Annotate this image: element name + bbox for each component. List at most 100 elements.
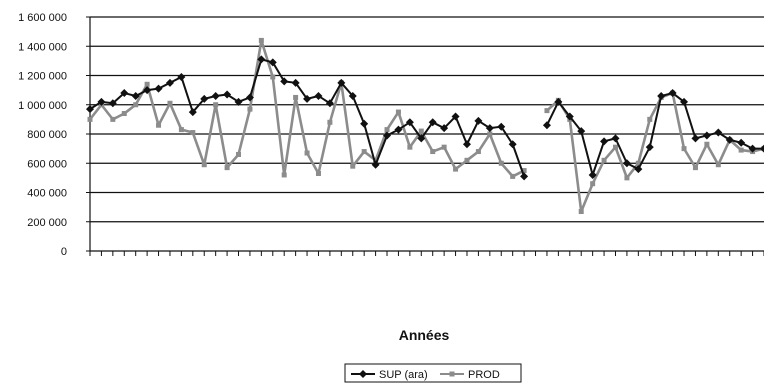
data-point	[430, 149, 436, 155]
data-point	[395, 109, 401, 115]
data-point	[223, 90, 232, 99]
data-point	[441, 144, 447, 150]
data-point	[645, 143, 654, 152]
data-point	[314, 91, 323, 100]
data-point	[245, 93, 254, 102]
data-point	[167, 100, 173, 106]
legend-marker	[449, 371, 455, 377]
data-point	[474, 116, 483, 125]
series-sup-ara	[86, 55, 764, 181]
data-point	[487, 131, 493, 137]
data-point	[234, 97, 243, 106]
data-point	[542, 121, 551, 130]
data-point	[281, 172, 287, 178]
data-point	[725, 135, 734, 144]
series-lines	[86, 37, 764, 215]
data-point	[350, 163, 356, 169]
data-point	[624, 175, 630, 181]
data-point	[268, 58, 277, 67]
data-point	[417, 134, 426, 143]
data-point	[680, 97, 689, 106]
axes	[89, 17, 764, 256]
data-point	[325, 99, 334, 108]
data-point	[360, 119, 369, 128]
data-point	[611, 134, 620, 143]
data-point	[590, 181, 596, 187]
data-point	[760, 144, 764, 153]
data-point	[257, 55, 266, 64]
data-point	[144, 81, 150, 87]
legend-label: SUP (ara)	[379, 369, 428, 381]
legend-entry-sup-ara: SUP (ara)	[351, 369, 428, 381]
data-point	[201, 162, 207, 168]
data-point	[348, 91, 357, 100]
data-point	[453, 166, 459, 172]
data-point	[612, 144, 618, 150]
data-point	[258, 37, 264, 43]
data-point	[110, 116, 116, 122]
legend-entry-prod: PROD	[440, 369, 500, 381]
data-point	[280, 77, 289, 86]
data-point	[270, 74, 276, 80]
data-point	[143, 86, 152, 95]
data-point	[668, 89, 677, 98]
data-point	[121, 111, 127, 117]
data-point	[702, 131, 711, 140]
data-point	[497, 122, 506, 131]
data-point	[691, 134, 700, 143]
data-point	[647, 116, 653, 122]
gridlines	[90, 16, 764, 223]
y-tick-label: 800 000	[27, 129, 67, 141]
x-axis-label: Années	[399, 327, 450, 343]
y-tick-label: 200 000	[27, 217, 67, 229]
data-point	[508, 140, 517, 149]
data-point	[236, 151, 242, 157]
data-point	[120, 89, 129, 98]
series-line	[89, 58, 764, 177]
data-point	[131, 91, 140, 100]
data-point	[565, 112, 574, 121]
data-point	[213, 102, 219, 108]
data-point	[600, 137, 609, 146]
data-point	[520, 172, 529, 181]
data-point	[475, 149, 481, 155]
data-point	[178, 127, 184, 133]
y-tick-label: 600 000	[27, 158, 67, 170]
data-point	[154, 84, 163, 93]
data-point	[715, 162, 721, 168]
data-point	[714, 128, 723, 137]
data-point	[188, 108, 197, 117]
data-point	[211, 91, 220, 100]
data-point	[692, 165, 698, 171]
data-point	[521, 168, 527, 174]
legend: SUP (ara) PROD	[344, 363, 522, 383]
data-point	[498, 160, 504, 166]
data-point	[87, 116, 93, 122]
data-point	[451, 112, 460, 121]
data-point	[371, 160, 380, 169]
data-point	[577, 127, 586, 136]
y-tick-label: 1 400 000	[18, 41, 67, 53]
data-point	[361, 149, 367, 155]
data-point	[462, 140, 471, 149]
data-point	[97, 97, 106, 106]
data-point	[224, 165, 230, 171]
y-tick-label: 0	[61, 246, 67, 258]
data-point	[578, 209, 584, 215]
legend-label: PROD	[468, 369, 500, 381]
data-point	[601, 157, 607, 163]
data-point	[200, 94, 209, 103]
y-tick-label: 1 600 000	[18, 12, 67, 24]
data-point	[681, 146, 687, 152]
data-point	[737, 138, 746, 147]
series-line	[88, 39, 764, 213]
y-tick-label: 1 200 000	[18, 71, 67, 83]
data-point	[510, 173, 516, 179]
data-point	[588, 170, 597, 179]
data-point	[635, 160, 641, 166]
data-point	[738, 147, 744, 153]
data-point	[156, 122, 162, 128]
data-point	[165, 78, 174, 87]
data-point	[108, 99, 117, 108]
